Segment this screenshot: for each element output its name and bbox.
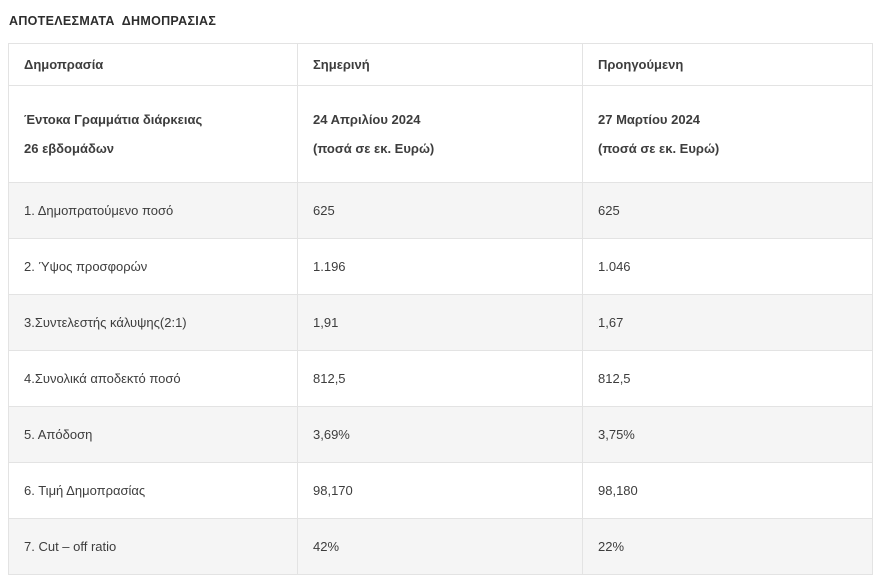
subheader-line: 26 εβδομάδων: [24, 141, 115, 156]
cell-previous: 1,67: [582, 294, 873, 351]
header-cell-auction: Δημοπρασία: [8, 43, 298, 86]
cell-current: 3,69%: [297, 406, 583, 463]
row-label: 2. Ύψος προσφορών: [8, 238, 298, 295]
table-row: 7. Cut – off ratio 42% 22%: [8, 518, 873, 575]
table-row: 3.Συντελεστής κάλυψης(2:1) 1,91 1,67: [8, 294, 873, 351]
auction-results-table: Δημοπρασία Σημερινή Προηγούμενη Έντοκα Γ…: [8, 43, 873, 575]
table-row: 2. Ύψος προσφορών 1.196 1.046: [8, 238, 873, 295]
table-row: 4.Συνολικά αποδεκτό ποσό 812,5 812,5: [8, 350, 873, 407]
subheader-line: (ποσά σε εκ. Ευρώ): [598, 141, 720, 156]
row-label: 3.Συντελεστής κάλυψης(2:1): [8, 294, 298, 351]
header-cell-current: Σημερινή: [297, 43, 583, 86]
subheader-line: (ποσά σε εκ. Ευρώ): [313, 141, 435, 156]
security-description-cell: Έντοκα Γραμμάτια διάρκειας 26 εβδομάδων: [8, 85, 298, 183]
table-subheader-row: Έντοκα Γραμμάτια διάρκειας 26 εβδομάδων …: [8, 85, 873, 183]
row-label: 1. Δημοπρατούμενο ποσό: [8, 182, 298, 239]
previous-date-cell: 27 Μαρτίου 2024 (ποσά σε εκ. Ευρώ): [582, 85, 873, 183]
cell-current: 1.196: [297, 238, 583, 295]
subheader-line: Έντοκα Γραμμάτια διάρκειας: [24, 112, 203, 127]
cell-previous: 1.046: [582, 238, 873, 295]
cell-current: 625: [297, 182, 583, 239]
row-label: 7. Cut – off ratio: [8, 518, 298, 575]
cell-previous: 3,75%: [582, 406, 873, 463]
subheader-line: 24 Απριλίου 2024: [313, 112, 421, 127]
cell-current: 42%: [297, 518, 583, 575]
cell-current: 98,170: [297, 462, 583, 519]
cell-previous: 625: [582, 182, 873, 239]
table-row: 5. Απόδοση 3,69% 3,75%: [8, 406, 873, 463]
header-cell-previous: Προηγούμενη: [582, 43, 873, 86]
table-header-row: Δημοπρασία Σημερινή Προηγούμενη: [8, 43, 873, 86]
row-label: 6. Τιμή Δημοπρασίας: [8, 462, 298, 519]
subheader-line: 27 Μαρτίου 2024: [598, 112, 701, 127]
cell-previous: 22%: [582, 518, 873, 575]
table-row: 1. Δημοπρατούμενο ποσό 625 625: [8, 182, 873, 239]
row-label: 4.Συνολικά αποδεκτό ποσό: [8, 350, 298, 407]
page-title: ΑΠΟΤΕΛΕΣΜΑΤΑ ΔΗΜΟΠΡΑΣΙΑΣ: [9, 14, 217, 28]
table-row: 6. Τιμή Δημοπρασίας 98,170 98,180: [8, 462, 873, 519]
cell-previous: 98,180: [582, 462, 873, 519]
row-label: 5. Απόδοση: [8, 406, 298, 463]
cell-current: 1,91: [297, 294, 583, 351]
current-date-cell: 24 Απριλίου 2024 (ποσά σε εκ. Ευρώ): [297, 85, 583, 183]
cell-previous: 812,5: [582, 350, 873, 407]
cell-current: 812,5: [297, 350, 583, 407]
